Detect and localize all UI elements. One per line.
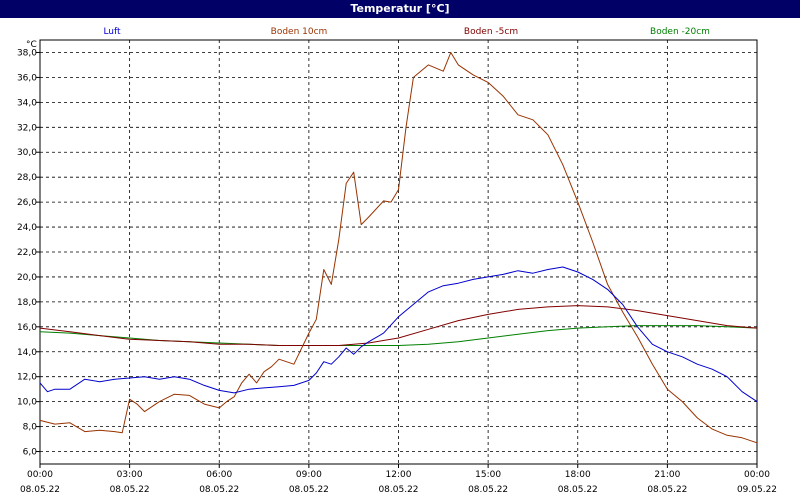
- legend-entry: Boden -20cm: [650, 27, 710, 37]
- x-tick-time-label: 12:00: [386, 470, 412, 480]
- legend-entry: Boden -5cm: [464, 27, 518, 37]
- x-tick-time-label: 15:00: [475, 470, 501, 480]
- y-tick-label: 26,0: [17, 198, 37, 208]
- y-tick-label: 22,0: [17, 248, 37, 258]
- y-tick-label: 16,0: [17, 323, 37, 333]
- y-axis-unit: °C: [26, 40, 37, 50]
- x-tick-time-label: 21:00: [654, 470, 680, 480]
- x-tick-date-label: 08.05.22: [558, 485, 598, 495]
- x-tick-date-label: 08.05.22: [20, 485, 60, 495]
- x-tick-time-label: 03:00: [117, 470, 143, 480]
- x-tick-date-label: 08.05.22: [647, 485, 687, 495]
- x-tick-date-label: 08.05.22: [468, 485, 508, 495]
- legend-entry: Boden 10cm: [271, 27, 328, 37]
- y-tick-label: 8,0: [23, 423, 38, 433]
- x-tick-time-label: 09:00: [296, 470, 322, 480]
- y-tick-label: 32,0: [17, 123, 37, 133]
- y-tick-label: 24,0: [17, 223, 37, 233]
- y-tick-label: 6,0: [23, 448, 38, 458]
- y-tick-label: 20,0: [17, 273, 37, 283]
- legend-entry: Luft: [103, 27, 121, 37]
- x-tick-time-label: 06:00: [206, 470, 232, 480]
- series-line: [39, 52, 758, 444]
- x-tick-date-label: 08.05.22: [378, 485, 418, 495]
- series-line: [39, 266, 758, 403]
- x-tick-date-label: 08.05.22: [199, 485, 239, 495]
- y-tick-label: 28,0: [17, 173, 37, 183]
- y-tick-label: 34,0: [17, 98, 37, 108]
- x-tick-date-label: 08.05.22: [110, 485, 150, 495]
- series-line: [39, 305, 758, 346]
- x-tick-date-label: 08.05.22: [289, 485, 329, 495]
- x-tick-date-label: 09.05.22: [737, 485, 777, 495]
- y-tick-label: 10,0: [17, 398, 37, 408]
- y-tick-label: 30,0: [17, 148, 37, 158]
- x-tick-time-label: 00:00: [744, 470, 770, 480]
- y-tick-label: 18,0: [17, 298, 37, 308]
- y-tick-label: 38,0: [17, 48, 37, 58]
- x-tick-time-label: 00:00: [27, 470, 53, 480]
- y-tick-label: 12,0: [17, 373, 37, 383]
- chart-title: Temperatur [°C]: [0, 0, 800, 18]
- y-tick-label: 36,0: [17, 73, 37, 83]
- y-tick-label: 14,0: [17, 348, 37, 358]
- x-tick-time-label: 18:00: [565, 470, 591, 480]
